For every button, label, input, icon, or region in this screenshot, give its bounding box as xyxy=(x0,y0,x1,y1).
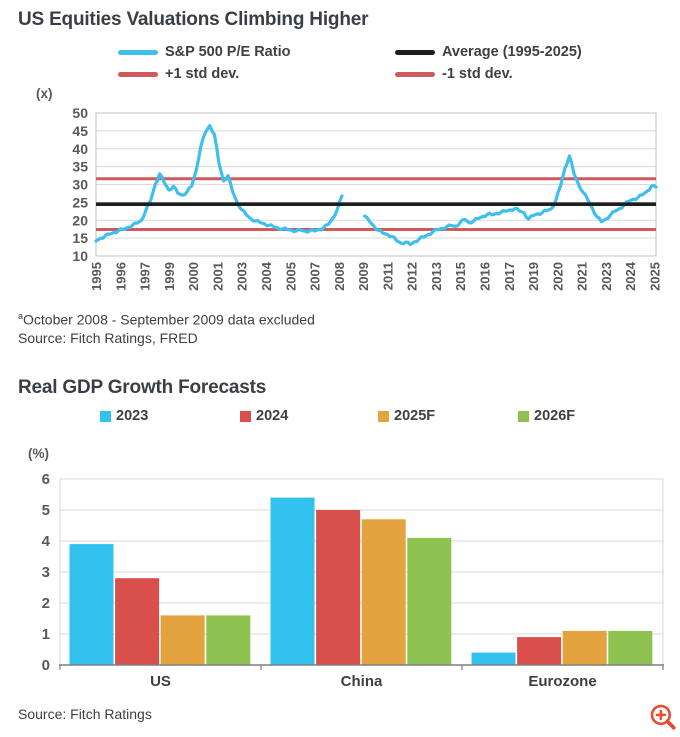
x-axis-tick-label: 2013 xyxy=(429,262,444,291)
legend-square-swatch xyxy=(518,410,529,422)
bar-eurozone-2023 xyxy=(471,652,516,665)
pe-ratio-line xyxy=(94,123,658,247)
magnifier-plus-icon xyxy=(650,704,676,730)
bar-china-2023 xyxy=(270,497,315,665)
pe-chart-title: US Equities Valuations Climbing Higher xyxy=(18,9,369,30)
bar-eurozone-2024 xyxy=(517,637,562,665)
x-axis-tick-label: 2021 xyxy=(575,262,590,291)
x-axis-tick-label: 2004 xyxy=(259,261,274,291)
pe-chart-source: Source: Fitch Ratings, FRED xyxy=(18,330,198,346)
zoom-in-button[interactable] xyxy=(647,700,679,734)
legend-label: +1 std dev. xyxy=(165,66,240,82)
gdp-y-axis-unit: (%) xyxy=(28,446,49,461)
category-label: US xyxy=(150,673,171,690)
legend-item-2025f: 2025F xyxy=(378,408,435,424)
bar-china-2025f xyxy=(361,519,406,665)
y-axis-tick-label: 50 xyxy=(72,105,88,121)
legend-item-2026f: 2026F xyxy=(518,408,575,424)
x-axis-tick-label: 2015 xyxy=(453,262,468,291)
x-axis-tick-label: 2024 xyxy=(623,261,638,291)
y-axis-tick-label: 3 xyxy=(42,564,50,581)
y-axis-tick-label: 15 xyxy=(72,230,88,246)
x-axis-tick-label: 2017 xyxy=(502,262,517,291)
legend-label: 2024 xyxy=(256,408,289,424)
legend-line-swatch xyxy=(395,49,435,55)
legend-label: Average (1995-2025) xyxy=(442,44,582,60)
x-axis-tick-label: 2003 xyxy=(235,262,250,291)
x-axis-tick-label: 2009 xyxy=(356,262,371,291)
gdp-chart-source: Source: Fitch Ratings xyxy=(18,706,152,722)
legend-line-swatch xyxy=(395,71,435,77)
x-axis-tick-label: 1996 xyxy=(113,262,128,291)
bar-us-2026f xyxy=(206,615,251,665)
legend-label: S&P 500 P/E Ratio xyxy=(165,44,291,60)
x-axis-tick-label: 2001 xyxy=(210,262,225,291)
footnote-mark: a xyxy=(18,311,24,321)
legend-item--1-std-dev-: +1 std dev. xyxy=(118,66,395,82)
y-axis-tick-label: 1 xyxy=(42,626,50,643)
bar-china-2026f xyxy=(407,537,452,665)
bar-china-2024 xyxy=(316,510,361,665)
y-axis-tick-label: 4 xyxy=(42,533,51,550)
x-axis-tick-label: 2025 xyxy=(648,262,663,291)
category-label: Eurozone xyxy=(528,673,596,690)
y-axis-tick-label: 35 xyxy=(72,159,88,175)
x-axis-tick-label: 2020 xyxy=(550,262,565,291)
y-axis-tick-label: 30 xyxy=(72,177,88,193)
x-axis-tick-label: 2000 xyxy=(186,262,201,291)
x-axis-tick-label: 2008 xyxy=(332,262,347,291)
legend-item-s-p-500-p-e-ratio: S&P 500 P/E Ratio xyxy=(118,44,395,60)
legend-line-swatch xyxy=(118,49,158,55)
gdp-chart-title: Real GDP Growth Forecasts xyxy=(18,377,267,398)
x-axis-tick-label: 2016 xyxy=(478,262,493,291)
y-axis-tick-label: 5 xyxy=(42,502,50,519)
category-label: China xyxy=(341,673,383,690)
pe-y-axis-unit: (x) xyxy=(36,86,53,101)
bar-us-2024 xyxy=(115,578,160,665)
x-axis-tick-label: 2019 xyxy=(526,262,541,291)
legend-label: -1 std dev. xyxy=(442,66,513,82)
y-axis-tick-label: 45 xyxy=(72,123,88,139)
legend-label: 2023 xyxy=(116,408,149,424)
legend-item-average-1995-2025-: Average (1995-2025) xyxy=(395,44,582,60)
y-axis-tick-label: 40 xyxy=(72,141,88,157)
y-axis-tick-label: 6 xyxy=(42,471,50,488)
x-axis-tick-label: 1997 xyxy=(138,262,153,291)
footnote-text: October 2008 - September 2009 data exclu… xyxy=(23,311,315,328)
x-axis-tick-label: 2007 xyxy=(308,262,323,291)
legend-line-swatch xyxy=(118,71,158,77)
legend-item-2024: 2024 xyxy=(240,408,288,424)
bar-us-2023 xyxy=(69,544,114,665)
legend-label: 2025F xyxy=(394,408,436,424)
plot-border xyxy=(95,112,657,257)
legend-item--1-std-dev-: -1 std dev. xyxy=(395,66,582,82)
legend-square-swatch xyxy=(100,410,111,422)
x-axis-tick-label: 2012 xyxy=(405,262,420,291)
y-axis-tick-label: 10 xyxy=(72,248,88,264)
pe-chart-footnote: aOctober 2008 - September 2009 data excl… xyxy=(18,311,315,328)
legend-square-swatch xyxy=(240,410,251,422)
y-axis-tick-label: 0 xyxy=(42,657,50,674)
bar-eurozone-2026f xyxy=(608,630,653,665)
legend-item-2023: 2023 xyxy=(100,408,148,424)
x-axis-tick-label: 2023 xyxy=(599,262,614,291)
x-axis-tick-label: 2011 xyxy=(380,262,395,290)
legend-label: 2026F xyxy=(534,408,576,424)
bar-us-2025f xyxy=(160,615,205,665)
y-axis-tick-label: 2 xyxy=(42,595,50,612)
gdp-chart-legend: 2023 2024 2025F 2026F xyxy=(0,408,680,426)
bar-eurozone-2025f xyxy=(562,630,607,665)
x-axis-tick-label: 1999 xyxy=(162,262,177,291)
y-axis-tick-label: 25 xyxy=(72,194,88,210)
x-axis-tick-label: 2005 xyxy=(283,262,298,291)
x-axis-tick-label: 1995 xyxy=(89,262,104,291)
y-axis-tick-label: 20 xyxy=(72,212,88,228)
gdp-bar-chart: 0 1 2 3 4 5 6 US China Eurozone xyxy=(42,471,664,690)
pe-chart-legend: S&P 500 P/E Ratio Average (1995-2025) +1 s… xyxy=(118,44,582,82)
legend-square-swatch xyxy=(378,410,389,422)
